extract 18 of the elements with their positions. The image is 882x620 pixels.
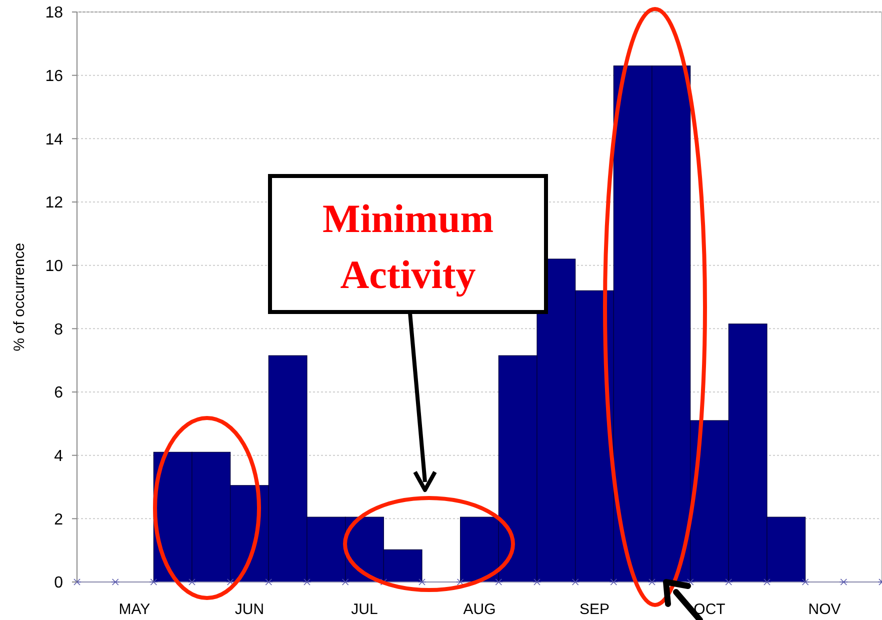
x-tick-label: MAY xyxy=(118,601,150,618)
y-tick-label: 16 xyxy=(45,68,64,85)
x-tick-label: SEP xyxy=(579,601,610,618)
y-axis-title: % of occurrence xyxy=(11,242,28,352)
y-tick-label: 18 xyxy=(45,4,64,22)
x-tick-label: NOV xyxy=(808,601,841,618)
y-tick-label: 4 xyxy=(54,448,64,465)
y-tick-label: 8 xyxy=(54,321,64,338)
y-tick-label: 10 xyxy=(45,258,64,275)
x-tick-label: AUG xyxy=(463,601,496,618)
annotation: Minimum Activity xyxy=(322,196,494,297)
y-tick-label: 0 xyxy=(54,574,64,592)
x-tick-label: JUL xyxy=(351,601,378,618)
y-tick-label: 6 xyxy=(54,384,64,402)
x-tick-label: JUN xyxy=(234,601,264,618)
y-tick-label: 2 xyxy=(54,511,64,528)
y-tick-label: 12 xyxy=(45,194,64,212)
y-tick-label: 14 xyxy=(45,131,64,148)
